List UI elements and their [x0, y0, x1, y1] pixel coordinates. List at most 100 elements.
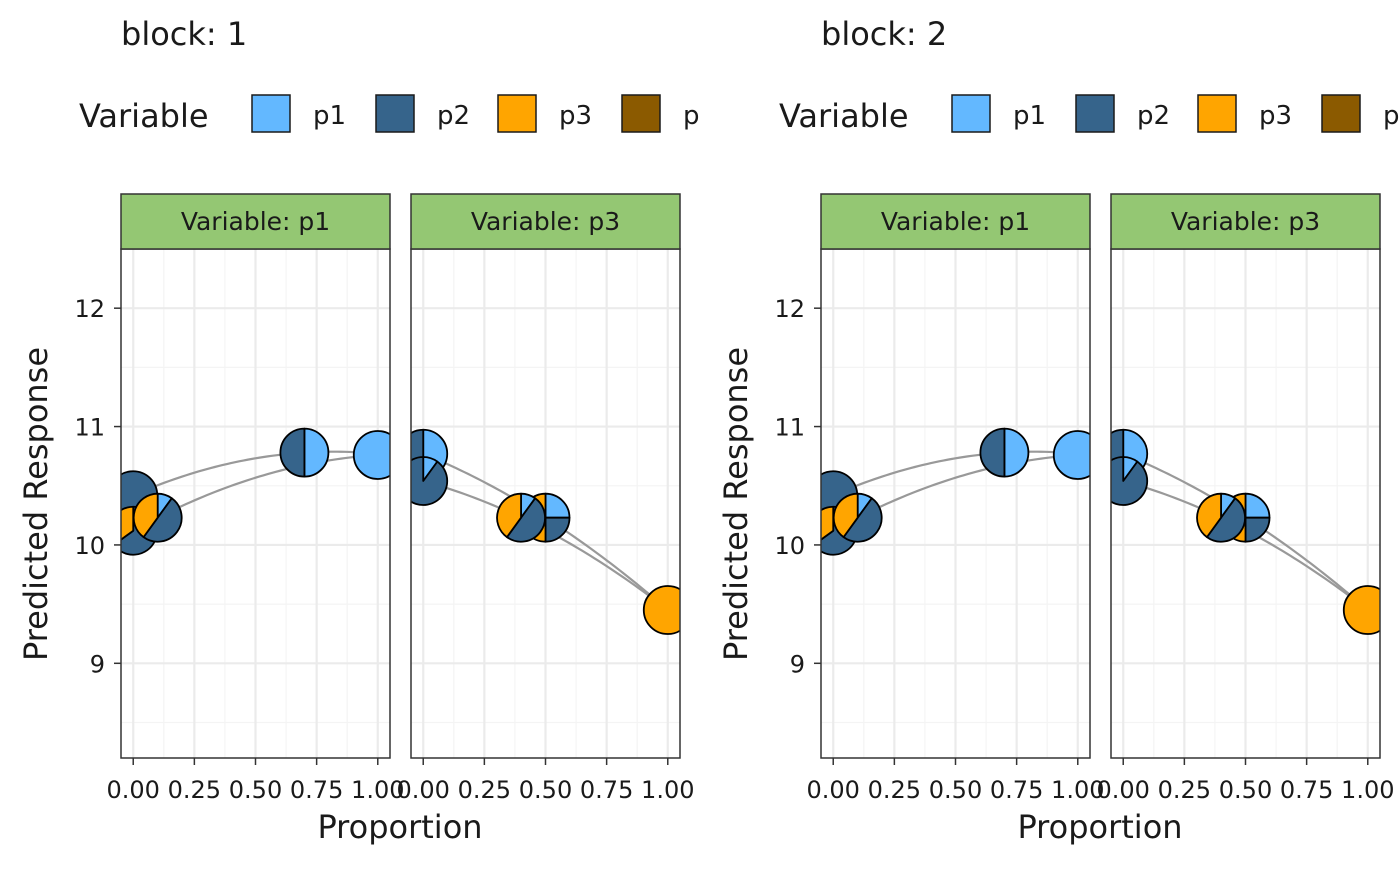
x-tick-label: 0.75 [580, 776, 633, 804]
pie-slice [821, 505, 835, 541]
pie-point [352, 430, 390, 480]
pie-slice [352, 430, 390, 480]
y-tick-label: 10 [774, 532, 805, 560]
y-tick-label: 9 [90, 650, 105, 678]
x-tick-label: 0.00 [107, 776, 160, 804]
facet-strip-label: Variable: p1 [181, 207, 330, 236]
x-axis-title: Proportion [317, 808, 482, 846]
pie-slice [832, 492, 859, 539]
chart-title: block: 2 [821, 15, 947, 53]
facet-strip [410, 193, 681, 250]
pie-slice [496, 492, 522, 539]
pie-point [132, 492, 183, 543]
x-tick-label: 0.50 [519, 776, 572, 804]
pie-point [1052, 430, 1090, 480]
y-tick-label: 11 [74, 414, 105, 442]
chart-title: block: 1 [121, 15, 247, 53]
pie-slice [1206, 497, 1246, 543]
y-tick-label: 10 [74, 532, 105, 560]
pie-slice [1244, 492, 1271, 519]
legend-label: p [1383, 101, 1400, 131]
legend-key [621, 94, 661, 133]
x-tick-label: 0.50 [1219, 776, 1272, 804]
facet-panel: Variable: p1 0.00 0.25 0.50 0.75 1.00 [807, 193, 1104, 804]
legend-label: p2 [437, 101, 470, 131]
legend-label: p3 [1259, 101, 1292, 131]
pie-point [1111, 456, 1149, 506]
facet-strip [820, 193, 1091, 250]
pie-slice [544, 516, 571, 543]
pie-slice [544, 492, 571, 519]
x-tick-label: 0.75 [1280, 776, 1333, 804]
facet-strip-label: Variable: p1 [881, 207, 1030, 236]
pie-slice [121, 505, 135, 541]
pie-point [642, 585, 680, 635]
y-axis-title: Predicted Response [17, 347, 55, 661]
x-tick-label: 0.50 [929, 776, 982, 804]
x-tick-label: 0.50 [229, 776, 282, 804]
pie-point [979, 427, 1030, 478]
pie-slice [142, 497, 183, 543]
x-tick-label: 0.25 [458, 776, 511, 804]
legend-key [1075, 94, 1115, 133]
pie-slice [1111, 456, 1149, 506]
pie-slice [1052, 430, 1090, 480]
facet-panel: Variable: p1 0.00 0.25 0.50 0.75 1.00 [107, 193, 404, 804]
pie-slice [506, 497, 546, 543]
x-axis-title: Proportion [1017, 808, 1182, 846]
pie-slice [1342, 585, 1380, 635]
pie-slice [132, 492, 159, 539]
y-tick-label: 12 [74, 295, 105, 323]
x-tick-label: 1.00 [1051, 776, 1104, 804]
legend-title: Variable [779, 97, 909, 135]
pie-point [496, 492, 546, 543]
x-tick-label: 1.00 [641, 776, 694, 804]
response-curve [132, 450, 378, 497]
panel-content [121, 427, 390, 556]
facet-strip [1110, 193, 1381, 250]
x-tick-label: 0.25 [868, 776, 921, 804]
panel-content [411, 428, 680, 635]
x-tick-label: 0.00 [807, 776, 860, 804]
legend-key [1321, 94, 1361, 133]
legend-label: p3 [559, 101, 592, 131]
panel-content [1111, 428, 1380, 635]
response-curve [832, 450, 1078, 497]
legend-label: p2 [1137, 101, 1170, 131]
pie-slice [1196, 492, 1222, 539]
pie-slice [842, 497, 883, 543]
pie-point [1196, 492, 1246, 543]
pie-slice [642, 585, 680, 635]
pie-slice [1003, 427, 1030, 478]
legend-label: p1 [1013, 101, 1046, 131]
y-tick-label: 12 [774, 295, 805, 323]
pie-point [411, 456, 449, 506]
legend-key [951, 94, 991, 133]
pie-slice [303, 427, 330, 478]
facet-strip-label: Variable: p3 [471, 207, 620, 236]
x-tick-label: 0.00 [1097, 776, 1150, 804]
legend-label: p1 [313, 101, 346, 131]
x-tick-label: 1.00 [351, 776, 404, 804]
y-tick-label: 9 [790, 650, 805, 678]
pie-slice [279, 427, 306, 478]
x-tick-label: 0.00 [397, 776, 450, 804]
facet-panel: Variable: p3 0.00 0.25 0.50 0.75 1.00 [1097, 193, 1394, 804]
y-axis-title: Predicted Response [717, 347, 755, 661]
x-tick-label: 1.00 [1341, 776, 1394, 804]
chart-block: block: 2 Variable p1 p2 p3 p Predicted Respons… [717, 15, 1400, 846]
panel-content [821, 427, 1090, 556]
legend-key [375, 94, 415, 133]
legend-key [497, 94, 537, 133]
pie-point [279, 427, 330, 478]
facet-strip [120, 193, 391, 250]
pie-slice [1244, 516, 1271, 543]
legend-label: p [683, 101, 700, 131]
legend-key [251, 94, 291, 133]
pie-slice [979, 427, 1006, 478]
x-tick-label: 0.25 [1158, 776, 1211, 804]
pie-point [1342, 585, 1380, 635]
facet-strip-label: Variable: p3 [1171, 207, 1320, 236]
y-tick-label: 11 [774, 414, 805, 442]
